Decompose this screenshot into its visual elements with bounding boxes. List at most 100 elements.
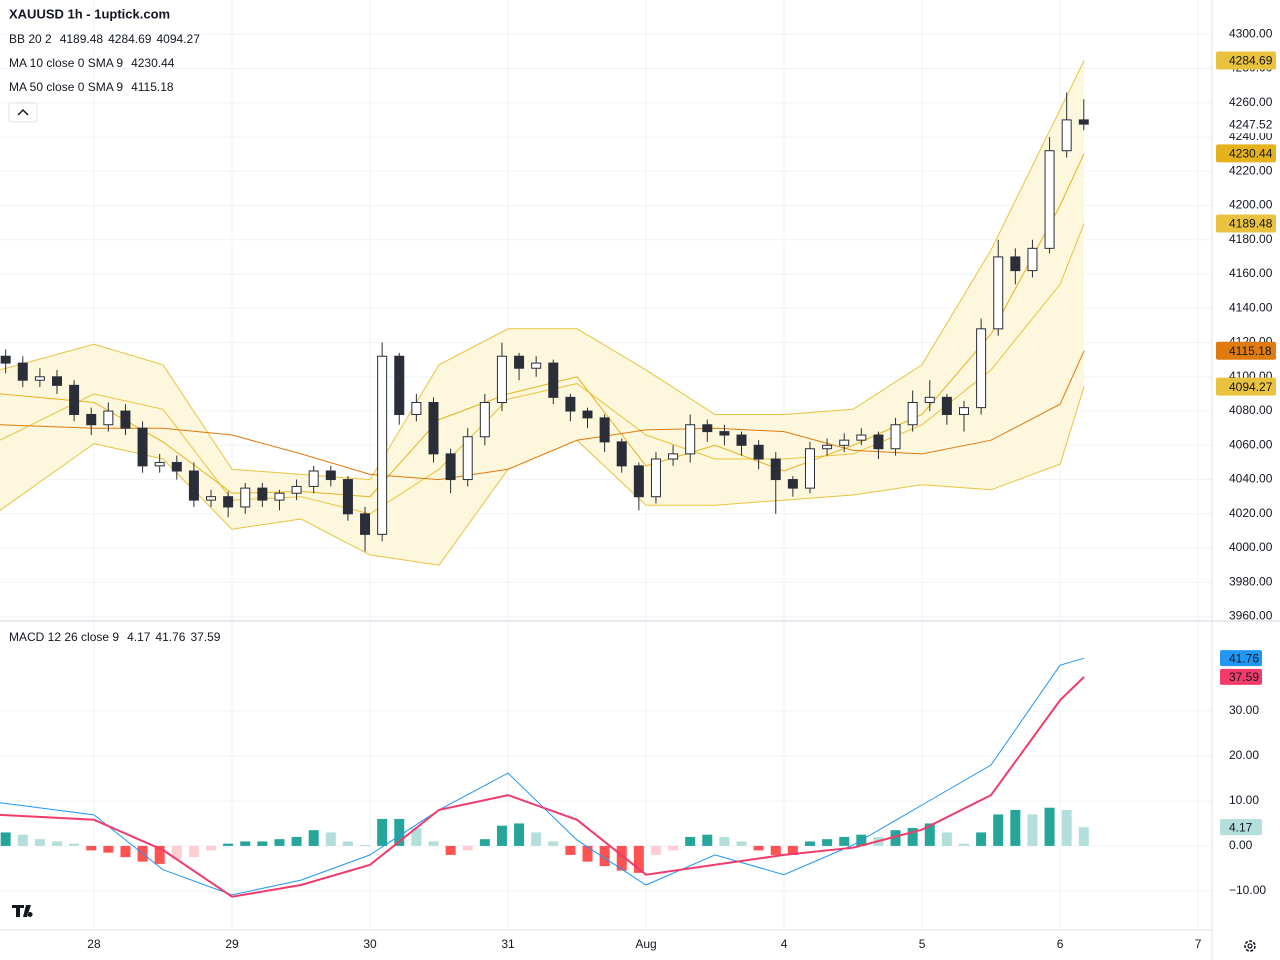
- legend-name: MA 50 close 0 SMA 9: [9, 80, 123, 94]
- y-tick-label: 4180.00: [1229, 232, 1273, 246]
- legend-value: 4115.18: [131, 80, 174, 94]
- candle-body: [342, 479, 353, 515]
- histogram-bar: [377, 818, 388, 846]
- histogram-bar: [325, 832, 336, 846]
- legend-value: 37.59: [190, 630, 220, 644]
- candle-body: [291, 485, 302, 494]
- legend-value: 4.17: [127, 630, 151, 644]
- legend-name: MACD 12 26 close 9: [9, 630, 119, 644]
- candle-body: [462, 436, 473, 481]
- candle-body: [360, 513, 371, 535]
- x-tick-label: 30: [363, 937, 377, 951]
- candle-body: [137, 427, 148, 467]
- histogram-bar: [633, 845, 644, 873]
- candle-body: [171, 461, 182, 472]
- candle-body: [582, 410, 593, 419]
- histogram-bar: [240, 841, 251, 846]
- histogram-bar: [411, 827, 422, 846]
- candle-body: [1078, 119, 1089, 125]
- histogram-bar: [0, 832, 11, 846]
- candle-body: [103, 410, 114, 426]
- chart-title: XAUUSD 1h - 1uptick.com: [9, 6, 170, 21]
- histogram-bar: [702, 834, 713, 846]
- y-tick-label: 4220.00: [1229, 163, 1273, 177]
- y-tick-label: −10.00: [1229, 883, 1266, 897]
- candle-body: [257, 487, 268, 501]
- histogram-bar: [787, 845, 798, 855]
- candle-body: [719, 431, 730, 436]
- candle-body: [565, 396, 576, 412]
- candle-body: [206, 496, 217, 501]
- histogram-bar: [86, 845, 97, 851]
- histogram-bar: [582, 845, 593, 862]
- candle-body: [496, 355, 507, 403]
- x-tick-label: 7: [1195, 937, 1202, 951]
- candle-body: [17, 362, 28, 381]
- histogram-bar: [804, 841, 815, 846]
- candle-body: [787, 479, 798, 489]
- legend-value: 4230.44: [131, 56, 175, 70]
- y-tick-label: 4040.00: [1229, 472, 1273, 486]
- candle-body: [154, 461, 165, 467]
- histogram-bar: [1027, 814, 1038, 846]
- histogram-bar: [120, 845, 131, 858]
- candle-body: [394, 355, 405, 415]
- histogram-bar: [428, 841, 439, 846]
- candle-body: [822, 444, 833, 450]
- candle-body: [890, 424, 901, 450]
- y-tick-label: 20.00: [1229, 748, 1259, 762]
- price-label: 4189.48: [1229, 217, 1273, 231]
- histogram-bar: [719, 836, 730, 846]
- histogram-bar: [360, 845, 371, 846]
- histogram-bar: [479, 839, 490, 846]
- histogram-bar: [171, 845, 182, 860]
- candle-body: [770, 458, 781, 481]
- value-label: 4.17: [1229, 820, 1253, 834]
- y-tick-label: 4020.00: [1229, 506, 1273, 520]
- legend-value: 4094.27: [156, 32, 200, 46]
- candle-body: [1010, 256, 1021, 272]
- candle-body: [548, 362, 559, 398]
- histogram-bar: [958, 843, 969, 846]
- price-label-bg: [1216, 341, 1276, 360]
- histogram-bar: [514, 823, 525, 846]
- macd-line: [0, 657, 1085, 896]
- value-label-bg: [1220, 819, 1262, 836]
- histogram-bar: [685, 836, 696, 846]
- histogram-bar: [496, 825, 507, 846]
- settings-icon[interactable]: [1244, 940, 1256, 952]
- histogram-bar: [342, 841, 353, 846]
- histogram-bar: [1044, 807, 1055, 846]
- candle-body: [531, 362, 542, 369]
- y-tick-label: 0.00: [1229, 838, 1253, 852]
- histogram-bar: [394, 818, 405, 846]
- bb-upper: [0, 60, 1085, 481]
- candle-body: [1044, 150, 1055, 249]
- x-tick-label: 31: [501, 937, 515, 951]
- y-tick-label: 4200.00: [1229, 198, 1273, 212]
- candle-body: [377, 355, 388, 535]
- price-label-bg: [1216, 115, 1276, 134]
- histogram-bar: [1061, 809, 1072, 846]
- histogram-bar: [154, 845, 165, 864]
- collapse-button[interactable]: [8, 102, 38, 123]
- candle-body: [941, 396, 952, 415]
- axis: 28293031Aug45674300.004280.004260.004240…: [87, 26, 1276, 951]
- histogram-bar: [924, 823, 935, 846]
- candle-body: [616, 441, 627, 467]
- histogram-bar: [616, 845, 627, 871]
- candle-body: [873, 434, 884, 450]
- histogram-bar: [445, 845, 456, 855]
- candle-body: [514, 355, 525, 369]
- candle-body: [958, 407, 969, 415]
- histogram-bar: [993, 814, 1004, 846]
- x-tick-label: 5: [919, 937, 926, 951]
- legend: BB 20 2 4189.48 4284.69 4094.27 MA 10 close …: [9, 32, 221, 644]
- y-tick-label: 4080.00: [1229, 403, 1273, 417]
- candle-body: [1061, 119, 1072, 152]
- histogram-bar: [103, 845, 114, 853]
- x-tick-label: 6: [1057, 937, 1064, 951]
- y-tick-label: 4260.00: [1229, 95, 1273, 109]
- candle-body: [51, 376, 62, 386]
- price-label-bg: [1216, 377, 1276, 396]
